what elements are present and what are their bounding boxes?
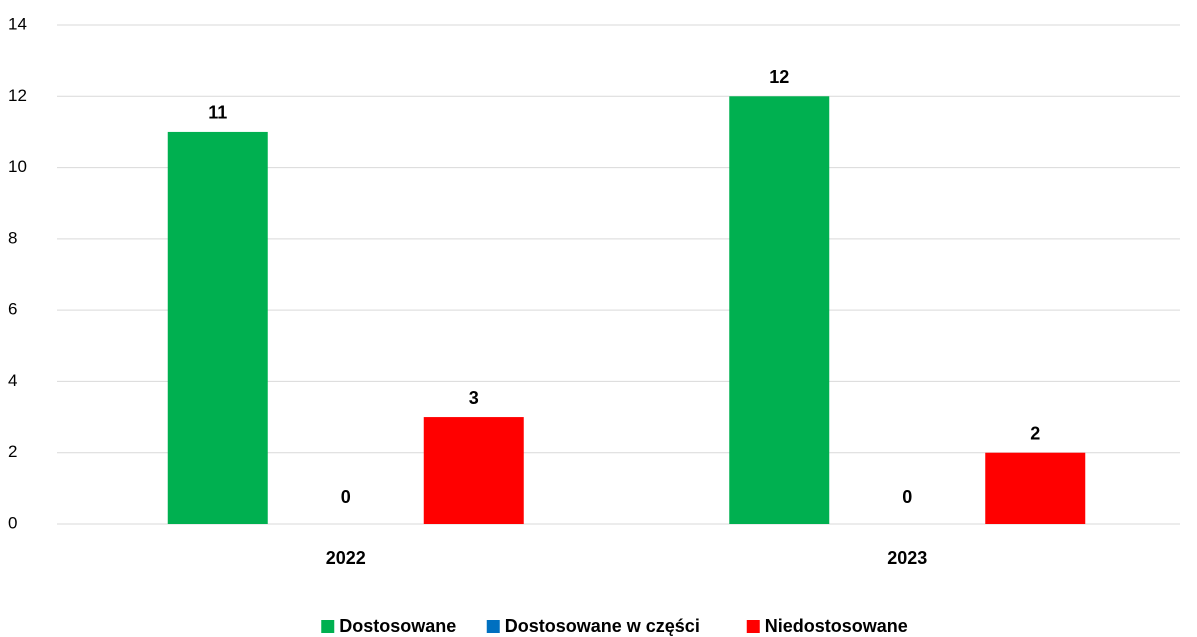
x-tick-label: 2023	[887, 548, 927, 568]
y-tick-label: 14	[8, 14, 27, 33]
y-tick-label: 0	[8, 513, 17, 532]
data-label: 0	[341, 487, 351, 507]
legend-label: Niedostosowane	[765, 616, 908, 636]
bar	[423, 417, 524, 524]
y-tick-label: 10	[8, 157, 27, 176]
bar	[729, 96, 830, 525]
legend-swatch	[321, 620, 335, 633]
y-tick-label: 2	[8, 442, 17, 461]
data-label: 3	[469, 388, 479, 408]
y-tick-label: 6	[8, 300, 17, 319]
data-label: 0	[902, 487, 912, 507]
legend-label: Dostosowane	[339, 616, 456, 636]
y-tick-label: 12	[8, 86, 27, 105]
legend-label: Dostosowane w części	[505, 616, 700, 636]
legend-swatch	[486, 620, 500, 633]
data-label: 11	[208, 103, 227, 123]
y-tick-label: 8	[8, 228, 17, 247]
legend-swatch	[746, 620, 760, 633]
data-label: 2	[1030, 423, 1040, 443]
data-label: 12	[769, 67, 789, 87]
bar	[985, 452, 1086, 524]
x-tick-label: 2022	[326, 548, 366, 568]
y-tick-label: 4	[8, 371, 17, 390]
bar	[167, 131, 268, 524]
